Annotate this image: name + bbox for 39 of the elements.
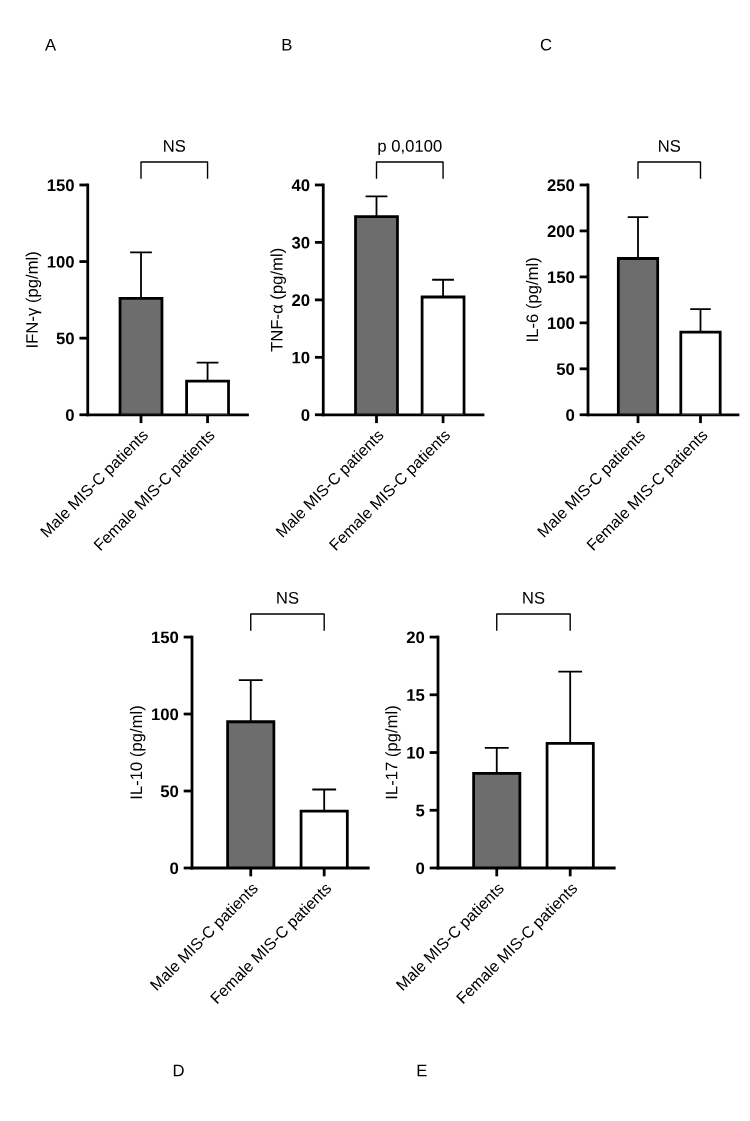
y-tick-label: 150: [47, 179, 74, 192]
y-tick-label: 30: [291, 236, 310, 249]
y-tick-label: 10: [407, 746, 425, 759]
y-tick-label: 0: [170, 862, 179, 875]
y-tick-label: 200: [547, 225, 575, 238]
y-tick-label: 0: [301, 409, 310, 421]
y-tick-label: 40: [291, 179, 310, 192]
y-axis-title: IL-10 (pg/ml): [129, 706, 146, 799]
y-tick-label: 50: [56, 332, 74, 345]
text: E: [417, 1064, 427, 1077]
y-tick-label: 0: [566, 409, 575, 421]
y-tick-label: 0: [65, 409, 74, 421]
y-tick-label: 150: [548, 271, 575, 284]
y-axis-title: IL-17 (pg/ml): [385, 706, 401, 799]
y-axis-title: TNF-α (pg/ml): [270, 248, 286, 352]
y-tick-label: 100: [47, 255, 74, 268]
y-tick-label: 50: [556, 363, 575, 376]
y-tick-label: 250: [547, 179, 575, 192]
y-tick-label: 10: [292, 351, 310, 364]
text: p 0,0100: [378, 139, 442, 156]
text: NS: [164, 139, 186, 152]
y-tick-label: 100: [152, 708, 179, 721]
y-tick-label: 50: [160, 785, 179, 798]
chart-title: A: [45, 38, 57, 51]
y-tick-label: 15: [407, 689, 425, 701]
y-tick-label: 0: [416, 862, 425, 875]
y-axis-title: IFN-γ (pg/ml): [25, 252, 42, 347]
text: NS: [659, 139, 681, 152]
text: D: [173, 1064, 184, 1077]
y-tick-label: 150: [152, 631, 179, 644]
y-tick-label: 5: [416, 804, 425, 817]
y-tick-label: 20: [292, 294, 310, 307]
text: NS: [277, 591, 299, 604]
chart-title: C: [540, 38, 552, 51]
y-tick-label: 100: [548, 317, 575, 330]
text: NS: [523, 591, 545, 604]
y-axis-title: IL-6 (pg/ml): [525, 258, 542, 341]
y-tick-label: 20: [406, 631, 425, 644]
chart-title: B: [282, 38, 292, 51]
